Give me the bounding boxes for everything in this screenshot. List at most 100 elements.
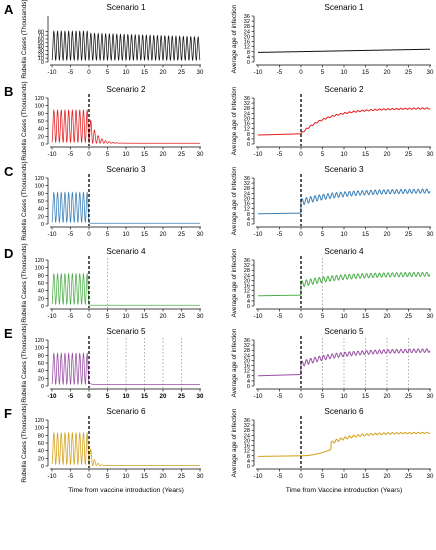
panel-f-age-xtick-label: -5 [277, 473, 283, 480]
panel-a-age-xtick-label: 15 [362, 69, 369, 76]
panel-c-letter: C [4, 164, 14, 179]
panel-a-age-xtick-label: 30 [427, 69, 434, 76]
panel-a-age-xtick-label: -10 [254, 69, 264, 76]
panel-c-cases-xtick-label: 15 [141, 231, 148, 238]
panel-d-cases-xtick-label: 15 [141, 313, 148, 320]
panel-f-cases-xtick-label: 15 [141, 473, 148, 480]
panel-e-age-series-line [257, 348, 431, 377]
panel-a-age-ytick-label: 28 [244, 24, 250, 30]
panel-a-cases-xtick-label: 0 [87, 69, 91, 76]
panel-d-age-xtick-label: 30 [427, 313, 434, 320]
panel-b-age-xtick-label: 10 [341, 151, 348, 158]
panel-e-cases-xtick-label: -10 [48, 393, 58, 400]
panel-e-cases-series-line [51, 352, 200, 386]
panel-e-cases-xtick-label: 0 [87, 393, 91, 400]
panel-f-age-xtick-label: 15 [362, 473, 369, 480]
panel-d-age-title: Scenario 4 [324, 247, 364, 256]
panel-a-cases-ytick-label: 40 [38, 45, 44, 51]
panel-a-cases-ytick-label: 80 [38, 29, 44, 35]
panel-b-cases-xtick-label: 15 [141, 151, 148, 158]
panel-b-cases-xtick-label: 0 [87, 151, 91, 158]
panel-c-age-xtick-label: -5 [277, 231, 283, 238]
panel-d-cases-ytick-label: 120 [35, 258, 44, 264]
panel-f-cases-xtick-label: 25 [178, 473, 185, 480]
panel-a-age-title: Scenario 1 [324, 3, 364, 12]
panel-a-age-xtick-label: 25 [405, 69, 412, 76]
panel-c-age-title: Scenario 3 [324, 165, 364, 174]
panel-d-age-xtick-label: -5 [277, 313, 283, 320]
panel-c-cases-ytick-label: 120 [35, 176, 44, 182]
panel-d-age-ytick-label: 8 [247, 294, 250, 300]
panel-b-age-ytick-label: 12 [244, 127, 250, 133]
panel-a-cases-series-line [51, 30, 201, 62]
panel-e-age-ytick-label: 16 [244, 364, 250, 370]
panel-a-cases-xtick-label: 25 [178, 69, 185, 76]
panel-a-age-xtick-label: 20 [384, 69, 391, 76]
panel-e-age-xtick-label: 5 [321, 393, 325, 400]
panel-c-age-xtick-label: 5 [321, 231, 325, 238]
panel-b-cases-xtick-label: -10 [48, 151, 58, 158]
panel-d-cases-xtick-label: 30 [197, 313, 204, 320]
panel-d-cases-ytick-label: 80 [38, 273, 44, 279]
panel-b-cases-ytick-label: 60 [38, 119, 44, 125]
panel-e-age-ytick-label: 20 [244, 358, 250, 364]
panel-d-age-ytick-label: 12 [244, 289, 250, 295]
panel-e-cases-xtick-label: 10 [123, 393, 130, 400]
panel-f-age-xtick-label: 30 [427, 473, 434, 480]
panel-e-age-ytick-label: 8 [247, 374, 250, 380]
panel-d-cases-xtick-label: 25 [178, 313, 185, 320]
panel-b-age-ytick-label: 20 [244, 116, 250, 122]
panel-a-cases-ytick-label: 10 [38, 56, 44, 62]
panel-e-age-ytick-label: 0 [247, 384, 250, 390]
panel-b-age-xtick-label: -5 [277, 151, 283, 158]
panel-e-cases-xtick-label: 30 [197, 393, 204, 400]
panel-d-cases-ytick-label: 100 [35, 266, 44, 272]
panel-d-cases-ytick-label: 0 [41, 304, 44, 310]
panel-c-cases-xtick-label: 20 [160, 231, 167, 238]
panel-c-cases-xtick-label: 10 [123, 231, 130, 238]
panel-e-age-xtick-label: 20 [384, 393, 391, 400]
panel-f-age-xtick-label: 25 [405, 473, 412, 480]
panel-a-age-xtick-label: 0 [299, 69, 303, 76]
panel-d-age-ytick-label: 28 [244, 268, 250, 274]
panel-b-cases-ytick-label: 80 [38, 111, 44, 117]
panel-e-cases-ytick-label: 20 [38, 376, 44, 382]
panel-a-cases-ytick-label: 60 [38, 37, 44, 43]
panel-f-cases-xtick-label: -10 [48, 473, 58, 480]
panel-d-age-ytick-label: 0 [247, 304, 250, 310]
panel-f-age-ytick-label: 36 [244, 418, 250, 424]
panel-f-age-title: Scenario 6 [324, 407, 364, 416]
panel-b-cases-series-line [51, 109, 200, 144]
panel-d-age-ytick-label: 32 [244, 263, 250, 269]
panel-e-age-title: Scenario 5 [324, 327, 364, 336]
panel-a-age-ytick-label: 20 [244, 34, 250, 40]
panel-e-cases-ytick-label: 100 [35, 346, 44, 352]
panel-f-cases-ytick-label: 0 [41, 464, 44, 470]
panel-a-cases-title: Scenario 1 [106, 3, 146, 12]
panel-e-age-xtick-label: 10 [341, 393, 348, 400]
panel-a-age-series-line [257, 48, 431, 53]
panel-b-cases-xtick-label: 25 [178, 151, 185, 158]
panel-b-cases-ytick-label: 0 [41, 142, 44, 148]
panel-d-cases-series-line [51, 272, 200, 306]
panel-e-cases-title: Scenario 5 [106, 327, 146, 336]
panel-f-age-ytick-label: 24 [244, 433, 250, 439]
panel-c-age-ytick-label: 12 [244, 207, 250, 213]
panel-a-cases-xtick-label: 30 [197, 69, 204, 76]
panel-d-age-ytick-label: 4 [247, 299, 250, 305]
panel-c-cases-ytick-label: 0 [41, 222, 44, 228]
panel-a-age-xtick-label: 5 [321, 69, 325, 76]
panel-e-age-xtick-label: 25 [405, 393, 412, 400]
panel-a-cases-ytick-label: 20 [38, 52, 44, 58]
panel-d-age-ytick-label: 20 [244, 278, 250, 284]
panel-e-cases-ytick-label: 60 [38, 361, 44, 367]
panel-d-cases-title: Scenario 4 [106, 247, 146, 256]
panel-c-cases-xtick-label: 0 [87, 231, 91, 238]
panel-b-age-ytick-label: 4 [247, 137, 250, 143]
panel-f-age-ytick-label: 16 [244, 444, 250, 450]
panel-f-age-xlabel: Time from Vaccine introduction (Years) [286, 487, 402, 494]
panel-b-cases-ytick-label: 120 [35, 96, 44, 102]
panel-e-cases-ytick-label: 0 [41, 384, 44, 390]
panel-c-age-xtick-label: 20 [384, 231, 391, 238]
panel-d-age-xtick-label: 25 [405, 313, 412, 320]
